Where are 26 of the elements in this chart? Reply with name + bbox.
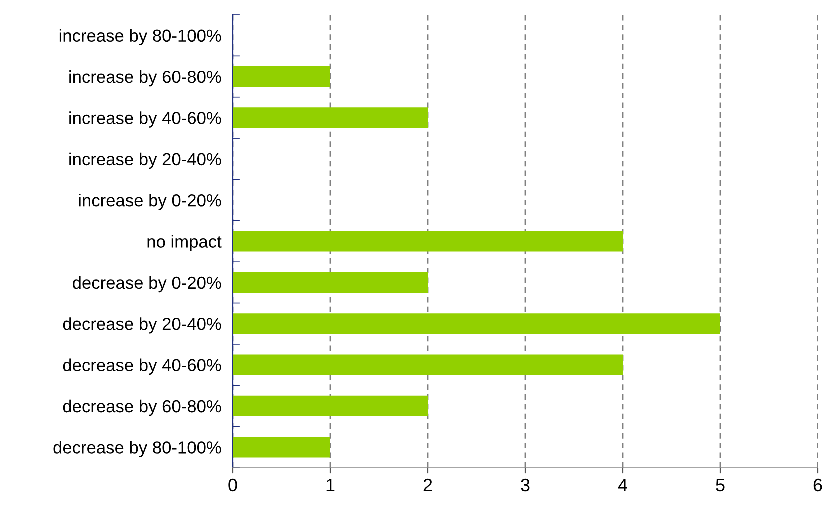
bar xyxy=(233,437,330,458)
bar xyxy=(233,314,720,334)
x-tick-label: 2 xyxy=(424,478,432,492)
x-tick-label: 1 xyxy=(326,479,335,492)
x-tick-label: 3 xyxy=(521,478,530,492)
y-tick-label: increase by 80-100% xyxy=(60,29,222,46)
x-tick-label: 6 xyxy=(814,478,822,492)
bar xyxy=(233,108,428,128)
bar xyxy=(233,354,623,376)
bar xyxy=(233,66,330,88)
y-tick-label: decrease by 80-100% xyxy=(54,441,222,458)
y-tick-label: decrease by 40-60% xyxy=(63,358,222,375)
y-tick-label: decrease by 60-80% xyxy=(63,400,222,416)
y-tick-label: decrease by 0-20% xyxy=(73,276,222,293)
y-tick-label: increase by 20-40% xyxy=(70,152,222,170)
x-tick-label: 0 xyxy=(228,478,238,492)
x-tick-label: 4 xyxy=(618,479,628,492)
y-tick-label: increase by 60-80% xyxy=(70,70,222,87)
y-tick-label: increase by 40-60% xyxy=(70,112,222,128)
y-tick-label: decrease by 20-40% xyxy=(63,318,222,334)
x-tick-label: 5 xyxy=(716,479,725,492)
y-tick-label: increase by 0-20% xyxy=(79,194,222,210)
bar xyxy=(233,272,428,293)
bar xyxy=(233,231,623,252)
bar xyxy=(233,396,428,417)
y-tick-label: no impact xyxy=(148,235,222,252)
